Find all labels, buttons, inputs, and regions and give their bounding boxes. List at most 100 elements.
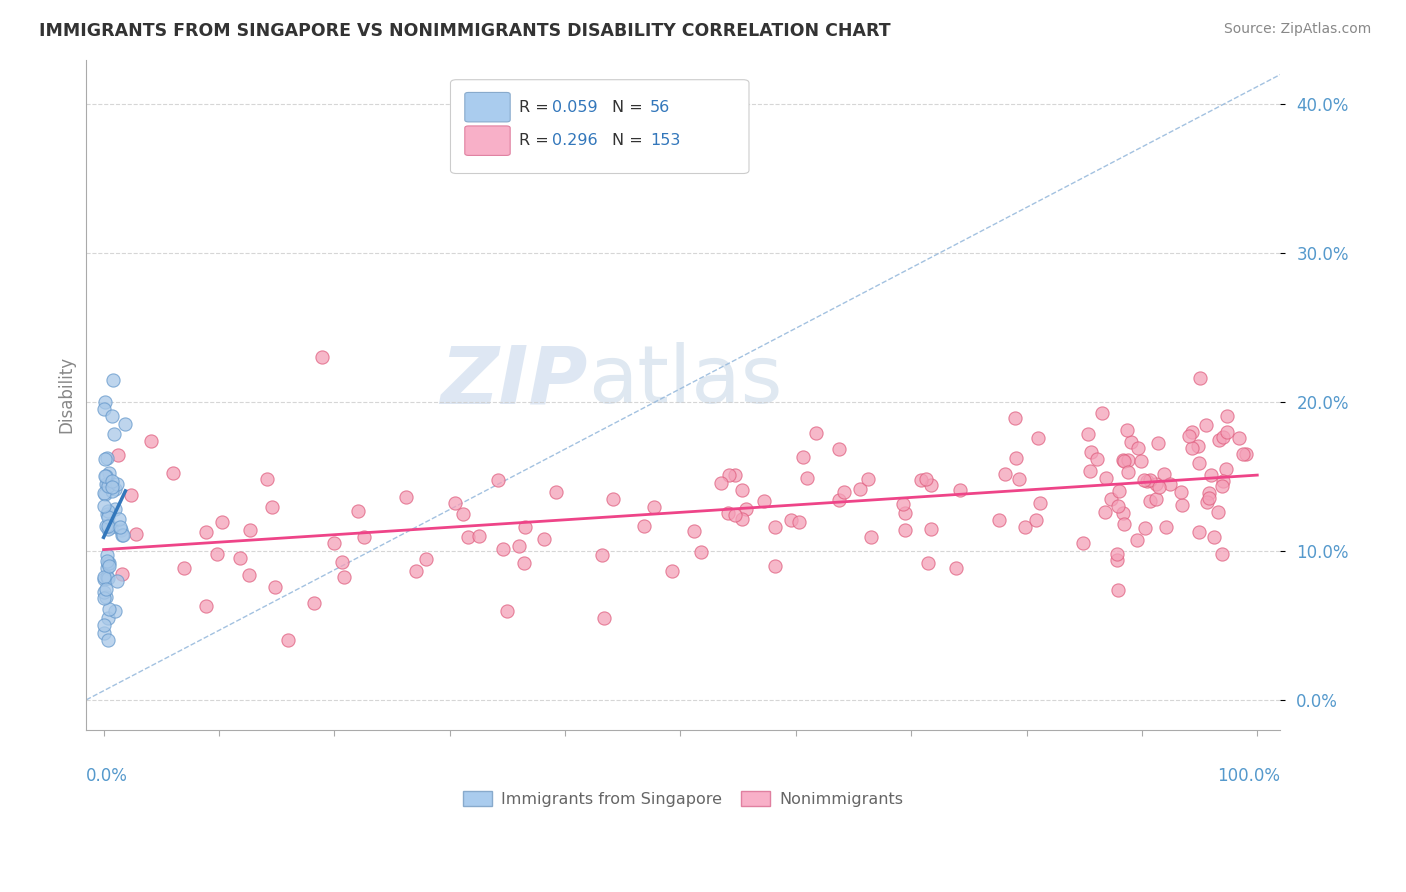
Point [920,478,942,492]
Point [353,530,375,544]
Point [256,472,278,486]
Point [1099,491,1122,506]
Point [1105,552,1128,566]
Point [593,611,616,625]
Point [107,574,129,588]
Point [1149,480,1171,494]
Point [107,448,129,462]
Point [205,547,228,561]
Point [97,559,120,574]
Point [110,523,132,537]
Point [591,549,613,563]
Point [917,556,939,570]
Point [93,625,115,640]
Point [1133,521,1156,535]
Point [228,551,250,566]
Point [111,567,134,582]
Point [513,556,536,570]
Text: N =: N = [612,100,648,115]
Text: 100.0%: 100.0% [1218,767,1281,785]
Point [787,515,810,529]
Point [96,548,118,562]
Point [1111,506,1133,520]
Point [1187,439,1209,453]
Point [1153,467,1175,482]
Point [832,485,855,500]
Point [1170,484,1192,499]
Point [96,507,118,521]
Point [856,472,879,486]
Point [98,466,121,480]
Point [457,530,479,544]
Point [544,485,567,500]
Point [1197,495,1219,509]
Point [683,524,706,539]
Point [347,504,370,518]
Point [1116,424,1139,438]
Point [105,477,128,491]
Point [1215,425,1237,439]
Text: N =: N = [612,133,648,148]
Point [1107,582,1129,597]
Point [1208,433,1230,447]
Point [93,485,115,500]
Point [515,520,537,534]
Point [754,493,776,508]
Point [93,618,115,632]
Point [195,525,218,540]
Point [1108,483,1130,498]
Point [1111,453,1133,467]
Point [1085,451,1108,466]
Point [508,539,530,553]
Point [96,554,118,568]
Point [1126,533,1149,547]
Point [1170,498,1192,512]
Point [323,536,346,550]
Point [994,467,1017,482]
Point [894,506,917,520]
Point [1107,499,1129,513]
Text: Source: ZipAtlas.com: Source: ZipAtlas.com [1223,22,1371,37]
Point [108,520,131,534]
FancyBboxPatch shape [450,79,749,174]
Point [1212,474,1234,488]
Point [717,468,740,483]
Point [1126,441,1149,455]
Text: ZIP: ZIP [440,343,588,420]
Point [486,474,509,488]
Point [779,513,801,527]
Point [1091,407,1114,421]
Point [330,555,353,569]
Point [920,522,942,536]
Point [1121,435,1143,450]
Point [643,500,665,514]
Point [633,519,655,533]
Point [717,507,740,521]
Point [710,476,733,491]
Point [1118,465,1140,479]
Point [763,520,786,534]
Point [1144,477,1167,491]
Point [111,528,134,542]
Point [93,591,115,605]
Point [94,469,117,483]
Point [96,633,118,648]
Point [395,490,418,504]
Point [731,512,754,526]
Point [97,510,120,524]
Point [96,561,118,575]
Point [1177,429,1199,443]
Point [894,523,917,537]
Point [444,496,467,510]
Point [1215,462,1237,476]
Point [1139,474,1161,488]
Point [1118,452,1140,467]
Point [1071,536,1094,550]
Point [988,513,1011,527]
Point [533,533,555,547]
Point [120,488,142,502]
Point [405,564,427,578]
Point [495,603,517,617]
Point [97,504,120,518]
Point [1144,491,1167,506]
